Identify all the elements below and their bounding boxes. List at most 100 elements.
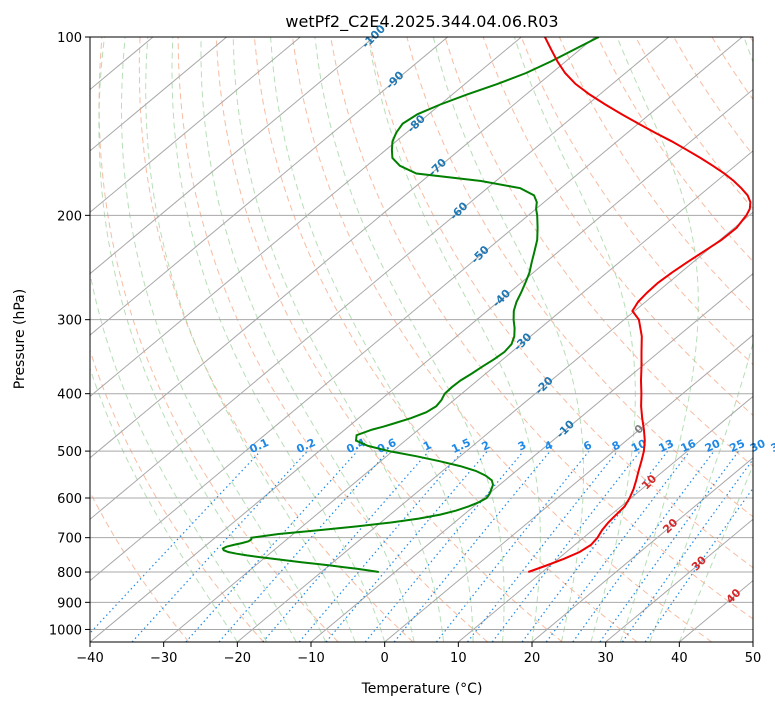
isotherm-label: -60 — [447, 199, 470, 222]
y-tick-label: 400 — [57, 388, 82, 403]
dry-adiabat — [138, 37, 414, 642]
mixing-ratio-line — [90, 450, 262, 635]
x-tick-label: −40 — [76, 651, 103, 666]
moist-adiabat — [232, 37, 445, 642]
moist-adiabat — [314, 37, 505, 642]
isotherm-line — [90, 37, 448, 336]
moist-adiabat — [649, 37, 753, 642]
dry-adiabat — [673, 37, 753, 156]
mixing-ratio-line — [435, 450, 590, 642]
dry-adiabat — [444, 37, 753, 467]
moist-adiabat — [678, 464, 753, 642]
isotherm-line — [458, 395, 753, 642]
isotherm-line — [163, 150, 753, 642]
dry-adiabat — [558, 37, 753, 314]
moist-adiabat — [367, 37, 541, 642]
moist-adiabat — [270, 37, 474, 642]
mixing-ratio-label: 25 — [728, 437, 747, 455]
mixing-ratio-label: 16 — [679, 437, 699, 455]
mixing-ratio-label: 36 — [769, 437, 775, 455]
mixing-ratio-label: 0.1 — [248, 436, 271, 456]
mixing-ratio-line — [599, 450, 740, 642]
dewpoint-line — [221, 37, 600, 573]
isotherm-line — [531, 457, 753, 642]
x-tick-label: 10 — [450, 651, 467, 666]
moist-adiabat — [120, 37, 327, 642]
x-tick-label: −20 — [224, 651, 251, 666]
moist-adiabat — [90, 366, 238, 642]
isotherm-line — [90, 37, 522, 398]
isotherm-line — [90, 37, 375, 275]
x-tick-label: 0 — [381, 651, 389, 666]
isotherm-line — [90, 37, 743, 582]
mixing-ratio-label: 0.2 — [294, 436, 317, 456]
dry-adiabat — [749, 37, 753, 43]
mixing-ratio-line — [621, 458, 753, 642]
y-axis-ticks: 100 200 300 400 500 600 700 800 900 1000 — [49, 31, 90, 638]
dry-adiabat — [368, 37, 753, 569]
mixing-ratio-line — [185, 450, 358, 642]
dry-adiabat — [177, 37, 488, 642]
y-tick-label: 800 — [57, 566, 82, 581]
y-tick-label: 100 — [57, 31, 82, 46]
dry-adiabat — [215, 37, 563, 642]
y-tick-label: 700 — [57, 532, 82, 547]
isotherm-line — [90, 88, 753, 642]
isotherm-line — [90, 37, 596, 459]
x-tick-label: 30 — [597, 651, 614, 666]
dry-adiabat — [330, 37, 753, 620]
isotherm-line — [752, 641, 753, 642]
mixing-ratio-label: 1.5 — [450, 436, 473, 456]
dry-adiabat — [406, 37, 753, 518]
x-tick-label: −10 — [297, 651, 324, 666]
mixing-ratio-line — [325, 450, 488, 642]
moist-adiabat — [145, 37, 356, 642]
y-tick-label: 600 — [57, 492, 82, 507]
mixing-ratio-labels: 0.1 0.2 0.4 0.6 1 1.5 2 3 4 6 8 10 13 16 20 25 30 36 — [248, 436, 775, 456]
dry-adiabat — [711, 37, 753, 101]
dry-adiabat — [90, 348, 264, 642]
isotherm-label: -40 — [490, 287, 513, 310]
mixing-ratio-line — [521, 450, 669, 642]
isotherm-line — [679, 579, 753, 642]
mixing-ratio-line — [298, 450, 464, 642]
x-tick-label: 20 — [524, 651, 541, 666]
mixing-ratio-label: 20 — [703, 437, 723, 455]
isotherm-line — [0, 37, 6, 642]
plot-frame — [89, 36, 754, 643]
moist-adiabat — [616, 37, 699, 642]
isotherm-line — [310, 273, 753, 642]
moist-adiabat — [200, 37, 415, 642]
y-tick-label: 200 — [57, 209, 82, 224]
isotherm-label: -90 — [383, 68, 406, 91]
y-tick-label: 300 — [57, 314, 82, 329]
y-tick-label: 900 — [57, 596, 82, 611]
mixing-ratio-line — [393, 450, 551, 642]
moist-adiabat — [90, 271, 268, 642]
x-axis-ticks: −40 −30 −20 −10 0 10 20 30 40 50 — [76, 642, 761, 666]
isotherm-line — [237, 211, 753, 642]
isotherm-line — [90, 37, 227, 152]
chart-title: wetPf2_C2E4.2025.344.04.06.R03 — [285, 12, 558, 32]
mixing-ratio-line — [131, 450, 308, 642]
background-lines — [0, 37, 753, 642]
dry-adiabat — [90, 491, 190, 642]
dry-adiabat — [520, 37, 753, 366]
isotherm-line — [605, 518, 753, 642]
x-axis-label: Temperature (°C) — [361, 681, 483, 697]
moist-adiabat — [513, 37, 636, 642]
moist-adiabat — [432, 37, 584, 642]
isotherm-label: -10 — [554, 417, 577, 440]
y-tick-label: 1000 — [49, 623, 82, 638]
mixing-ratio-line — [218, 450, 389, 642]
y-tick-label: 500 — [57, 445, 82, 460]
isotherm-line — [90, 37, 301, 213]
x-tick-label: −30 — [150, 651, 177, 666]
profiles — [221, 37, 752, 573]
mixing-ratio-line — [644, 487, 753, 642]
x-tick-label: 40 — [671, 651, 688, 666]
moist-adiabat — [171, 37, 386, 642]
dry-adiabat — [253, 37, 638, 642]
dry-adiabat — [98, 37, 339, 642]
